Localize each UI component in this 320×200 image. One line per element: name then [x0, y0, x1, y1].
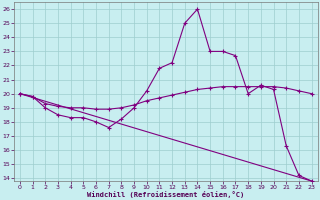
X-axis label: Windchill (Refroidissement éolien,°C): Windchill (Refroidissement éolien,°C) — [87, 191, 244, 198]
